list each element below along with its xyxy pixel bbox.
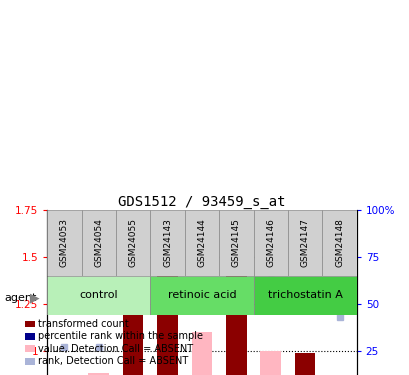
Text: GSM24054: GSM24054 xyxy=(94,218,103,267)
Bar xyxy=(88,373,109,375)
Bar xyxy=(157,272,178,375)
Text: agent: agent xyxy=(4,293,36,303)
Title: GDS1512 / 93459_s_at: GDS1512 / 93459_s_at xyxy=(118,195,285,209)
Bar xyxy=(150,210,184,276)
Text: percentile rank within the sample: percentile rank within the sample xyxy=(38,332,202,341)
Text: ▶: ▶ xyxy=(29,292,39,304)
Text: trichostatin A: trichostatin A xyxy=(267,290,342,300)
Bar xyxy=(321,210,356,276)
Text: GSM24144: GSM24144 xyxy=(197,218,206,267)
Bar xyxy=(260,351,280,375)
Text: GSM24146: GSM24146 xyxy=(265,218,274,267)
Bar xyxy=(294,352,315,375)
Bar xyxy=(116,210,150,276)
Bar xyxy=(225,225,246,375)
Text: transformed count: transformed count xyxy=(38,319,128,329)
Bar xyxy=(150,276,253,315)
Bar xyxy=(287,210,321,276)
Text: value, Detection Call = ABSENT: value, Detection Call = ABSENT xyxy=(38,344,192,354)
Bar xyxy=(191,332,212,375)
Text: retinoic acid: retinoic acid xyxy=(167,290,236,300)
Bar xyxy=(47,210,81,276)
Bar xyxy=(81,210,116,276)
Bar xyxy=(123,311,143,375)
Text: GSM24145: GSM24145 xyxy=(231,218,240,267)
Text: GSM24143: GSM24143 xyxy=(163,218,172,267)
Text: rank, Detection Call = ABSENT: rank, Detection Call = ABSENT xyxy=(38,356,187,366)
Bar xyxy=(47,276,150,315)
Bar xyxy=(184,210,218,276)
Text: GSM24055: GSM24055 xyxy=(128,218,137,267)
Text: GSM24147: GSM24147 xyxy=(300,218,309,267)
Bar xyxy=(253,276,356,315)
Bar xyxy=(218,210,253,276)
Text: GSM24148: GSM24148 xyxy=(334,218,343,267)
Bar xyxy=(253,210,287,276)
Text: control: control xyxy=(79,290,118,300)
Text: GSM24053: GSM24053 xyxy=(60,218,69,267)
